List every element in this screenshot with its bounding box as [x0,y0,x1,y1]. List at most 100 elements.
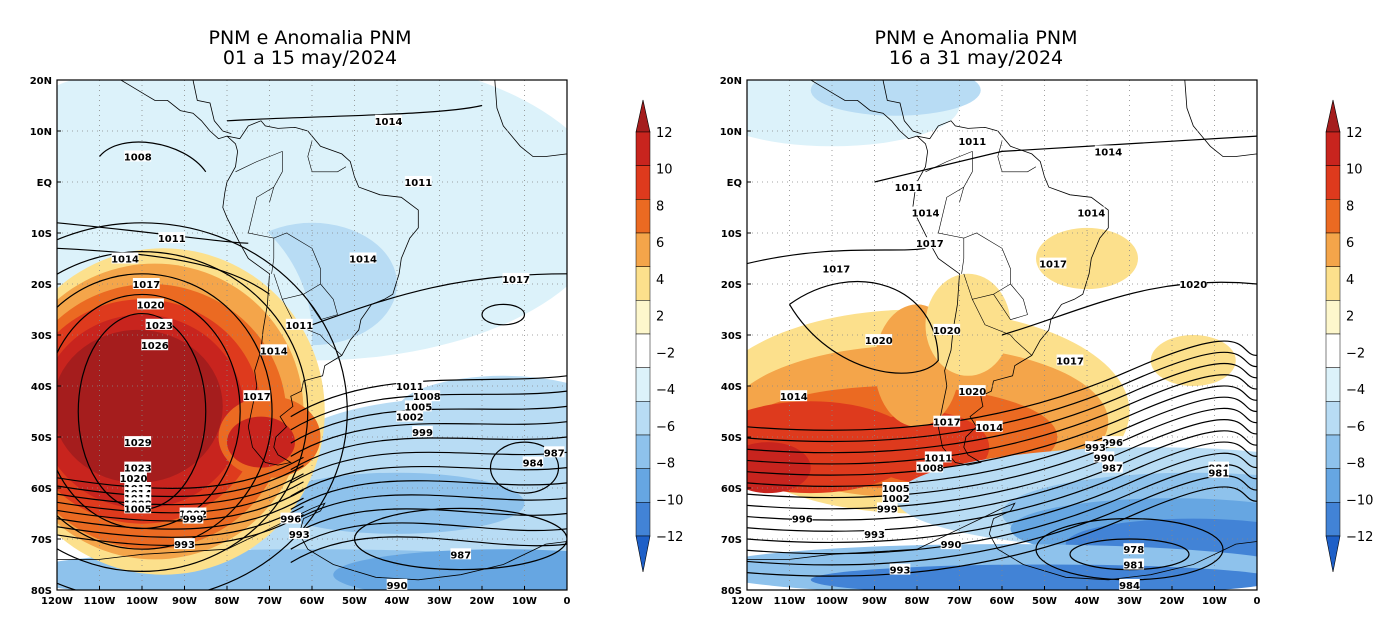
colorbar-segment [635,367,651,402]
isobar-label: 1017 [243,392,271,403]
colorbar-segment [1325,367,1341,402]
isobar-label-bg [933,323,961,335]
isobar-high [57,273,273,550]
isobar-label: 1008 [124,153,152,164]
isobar [57,489,304,522]
lon-tick-label: 20W [1160,596,1185,607]
colorbar-label: 6 [1346,236,1354,251]
colorbar-label: 8 [1346,199,1354,214]
country-border [273,232,321,300]
isobar-label-bg [174,538,195,550]
isobar-label: 1011 [396,382,424,393]
lon-tick-label: 50W [342,596,367,607]
isobar [747,430,1257,521]
colorbar-label: −6 [656,420,675,435]
colorbar-label: −6 [1346,420,1365,435]
isobar-label-bg [182,512,204,524]
central-america-coast [120,80,232,140]
isobar-label-bg [791,512,813,524]
country-border [997,141,1037,173]
isobar [226,104,483,122]
colorbar-segment [635,333,651,368]
isobar-label-bg [137,298,164,310]
lon-tick-label: 70W [947,596,972,607]
lon-tick-label: 0 [1254,596,1261,607]
isobar-label: 1014 [260,346,288,357]
anomaly-area [57,80,270,193]
country-border [972,299,1033,356]
isobar-label: 993 [289,530,310,541]
antarctica-coast [747,502,1257,590]
title-line-1: PNM e Anomalia PNM [874,27,1078,49]
isobar-label: 1017 [502,275,530,286]
isobar-label: 990 [941,540,962,551]
isobar [57,473,304,506]
lat-tick-label: 30S [721,331,742,342]
colorbar-label: 6 [656,236,664,251]
colorbar: 12 10 8 6 4 2 −2 −4 −6 −8 −10 −12 [635,99,683,573]
colorbar-segment [635,502,651,537]
country-border [247,186,275,274]
isobar [290,480,567,510]
panel-title: PNM e Anomalia PNM 01 a 15 may/2024 [160,28,460,68]
isobar-label-bg [1093,451,1115,463]
isobar [747,247,926,265]
isobar-label: 1005 [882,484,910,495]
lon-tick-label: 10W [1202,596,1227,607]
isobar-label-bg [280,512,302,524]
isobar-label: 1014 [1077,209,1105,220]
lon-tick-label: 100W [816,596,848,607]
isobar-label-bg [1102,436,1123,448]
isobar-label-bg [124,150,152,162]
lon-tick-label: 40W [1075,596,1100,607]
isobar [57,513,304,547]
lat-tick-label: EQ [727,178,742,189]
lon-tick-label: 20W [470,596,495,607]
isobar-label-bg [260,344,288,356]
colorbar-label: −2 [1346,346,1365,361]
colorbar-segment [635,131,651,166]
isobar-label-bg [141,339,169,351]
isobar-label-bg [375,114,402,126]
isobar-label-bg [386,578,408,590]
colorbar-label: 8 [656,199,664,214]
isobar-label-bg [124,461,152,473]
lon-tick-label: 90W [862,596,887,607]
title-line-2: 16 a 31 may/2024 [888,47,1064,69]
isobar-label: 1017 [132,280,160,291]
colorbar-arrow-top [1325,99,1341,133]
isobar-label-bg [1094,145,1122,157]
isobar [747,475,1257,566]
colorbar-segment [1325,434,1341,469]
lon-tick-label: 110W [774,596,806,607]
isobar [290,536,567,563]
isobar-label: 1026 [141,341,169,352]
isobar-label: 999 [877,504,898,515]
isobar-label: 987 [1102,464,1123,475]
colorbar-segment [635,300,651,335]
lat-tick-label: 10N [30,127,52,138]
colorbar-label: 10 [656,163,673,178]
isobar-label: 993 [890,566,911,577]
isobar-label-bg [1119,578,1140,590]
isobar-label: 1014 [349,255,377,266]
isobar-label-bg [912,206,939,218]
isobar-label: 1023 [124,464,152,475]
country-border [307,141,347,173]
isobar [99,141,207,173]
isobar [747,362,1257,454]
isobar-label: 1014 [375,117,403,128]
colorbar-label: −4 [1346,383,1365,398]
isobar-label-bg [1123,558,1145,570]
isobar [57,247,270,295]
isobar-label: 996 [792,515,813,526]
isobar-label-bg [124,436,152,448]
colorbar-label: −8 [1346,457,1365,472]
isobar-label: 1017 [1056,357,1084,368]
isobar-label-bg [396,410,424,422]
lat-tick-label: 40S [721,382,742,393]
isobar-label: 984 [1119,581,1140,592]
lat-tick-label: 50S [31,433,52,444]
lon-tick-label: 40W [385,596,410,607]
